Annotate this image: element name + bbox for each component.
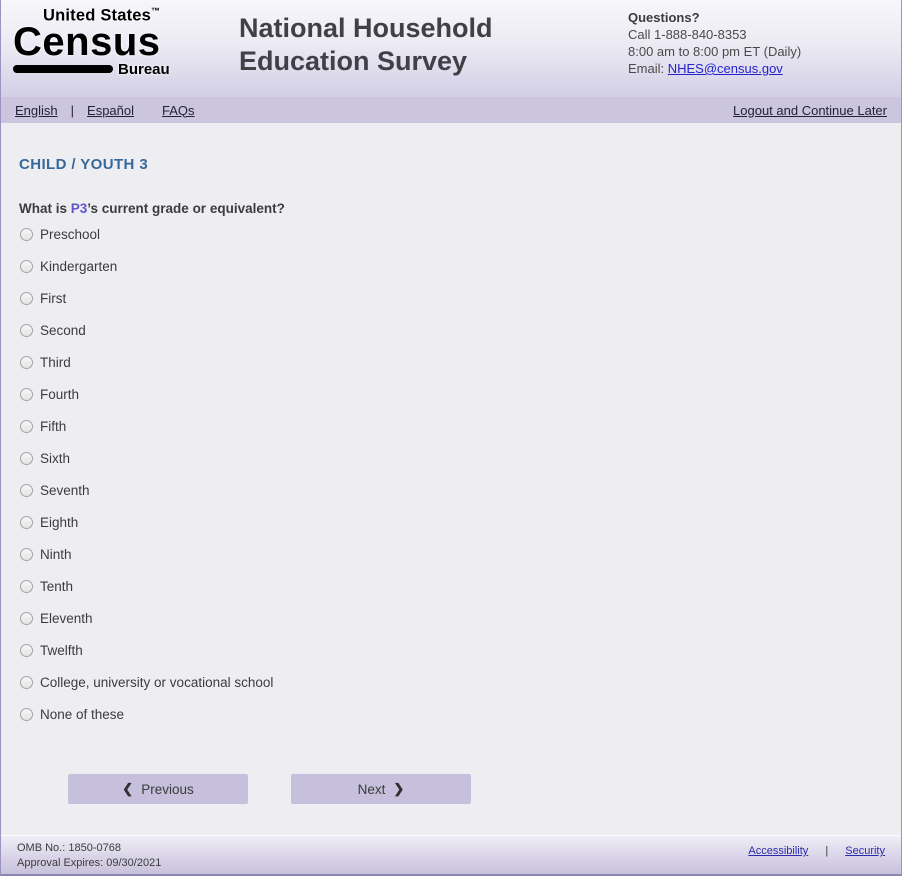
trademark-symbol: ™ xyxy=(151,6,161,16)
questions-contact-block: Questions? Call 1-888-840-8353 8:00 am t… xyxy=(628,9,801,77)
radio-button[interactable] xyxy=(20,451,33,465)
radio-button[interactable] xyxy=(20,675,33,689)
radio-button[interactable] xyxy=(20,515,33,529)
radio-label: College, university or vocational school xyxy=(40,674,274,690)
radio-option-twelfth[interactable]: Twelfth xyxy=(19,634,883,666)
radio-option-second[interactable]: Second xyxy=(19,314,883,346)
radio-label: Preschool xyxy=(40,226,101,242)
radio-label: Fifth xyxy=(40,418,67,434)
radio-option-third[interactable]: Third xyxy=(19,346,883,378)
omb-number: OMB No.: 1850-0768 xyxy=(17,842,121,854)
next-button[interactable]: Next ❯ xyxy=(291,774,471,804)
radio-option-eleventh[interactable]: Eleventh xyxy=(19,602,883,634)
radio-option-college[interactable]: College, university or vocational school xyxy=(19,666,883,698)
radio-option-sixth[interactable]: Sixth xyxy=(19,442,883,474)
radio-option-preschool[interactable]: Preschool xyxy=(19,218,883,250)
grade-options-list: Preschool Kindergarten First Second Thir… xyxy=(19,218,883,730)
approval-expires: Approval Expires: 09/30/2021 xyxy=(17,857,162,869)
radio-button[interactable] xyxy=(20,547,33,561)
questions-heading: Questions? xyxy=(628,10,700,25)
logo-bureau-text: Bureau xyxy=(118,60,170,78)
phone-hours: 8:00 am to 8:00 pm ET (Daily) xyxy=(628,44,802,59)
email-link[interactable]: NHES@census.gov xyxy=(667,61,783,76)
radio-option-fourth[interactable]: Fourth xyxy=(19,378,883,410)
radio-option-eighth[interactable]: Eighth xyxy=(19,506,883,538)
radio-button[interactable] xyxy=(20,323,33,337)
radio-label: Tenth xyxy=(40,578,74,594)
radio-option-none[interactable]: None of these xyxy=(19,698,883,730)
radio-option-first[interactable]: First xyxy=(19,282,883,314)
radio-option-fifth[interactable]: Fifth xyxy=(19,410,883,442)
logo-census-wordmark: Census xyxy=(13,19,161,64)
omb-block: OMB No.: 1850-0768 Approval Expires: 09/… xyxy=(17,841,161,874)
radio-option-ninth[interactable]: Ninth xyxy=(19,538,883,570)
chevron-left-icon: ❮ xyxy=(122,781,134,796)
question-suffix: ’s current grade or equivalent? xyxy=(87,201,285,216)
radio-label: Eighth xyxy=(40,514,79,530)
navigation-buttons: ❮ Previous Next ❯ xyxy=(68,774,883,804)
radio-button[interactable] xyxy=(20,227,33,241)
radio-button[interactable] xyxy=(20,643,33,657)
site-header: United States™ Census Bureau National Ho… xyxy=(1,0,901,97)
site-footer: OMB No.: 1850-0768 Approval Expires: 09/… xyxy=(1,835,901,874)
radio-option-kindergarten[interactable]: Kindergarten xyxy=(19,250,883,282)
radio-option-tenth[interactable]: Tenth xyxy=(19,570,883,602)
question-text: What is P3’s current grade or equivalent… xyxy=(19,201,883,216)
radio-label: Third xyxy=(40,354,71,370)
radio-label: Twelfth xyxy=(40,642,83,658)
logo-united-states: United States™ xyxy=(43,6,170,26)
previous-button-label: Previous xyxy=(141,781,194,797)
main-content: CHILD / YOUTH 3 What is P3’s current gra… xyxy=(1,123,901,835)
radio-button[interactable] xyxy=(20,579,33,593)
email-label: Email: xyxy=(628,61,668,76)
logout-link[interactable]: Logout and Continue Later xyxy=(733,102,887,118)
previous-button[interactable]: ❮ Previous xyxy=(68,774,248,804)
survey-title: National Household Education Survey xyxy=(239,13,493,76)
email-row: Email: NHES@census.gov xyxy=(628,60,801,77)
radio-label: Seventh xyxy=(40,482,90,498)
radio-label: None of these xyxy=(40,706,125,722)
radio-button[interactable] xyxy=(20,611,33,625)
logo-underline-bar xyxy=(13,65,113,73)
security-link[interactable]: Security xyxy=(845,845,885,857)
next-button-label: Next xyxy=(357,781,386,797)
nav-bar: English | Español FAQs Logout and Contin… xyxy=(1,97,901,123)
logo-bar-row: Bureau xyxy=(13,61,170,78)
nav-link-espanol[interactable]: Español xyxy=(87,102,135,118)
footer-links: Accessibility | Security xyxy=(748,841,885,874)
person-reference: P3 xyxy=(70,201,88,216)
radio-option-seventh[interactable]: Seventh xyxy=(19,474,883,506)
chevron-right-icon: ❯ xyxy=(393,781,405,796)
radio-label: Sixth xyxy=(40,450,71,466)
radio-label: Kindergarten xyxy=(40,258,118,274)
phone-number: Call 1-888-840-8353 xyxy=(628,27,747,42)
radio-button[interactable] xyxy=(20,259,33,273)
accessibility-link[interactable]: Accessibility xyxy=(748,845,809,857)
logo-united-states-text: United States xyxy=(43,6,152,25)
radio-button[interactable] xyxy=(20,291,33,305)
footer-separator: | xyxy=(825,845,829,857)
radio-label: Second xyxy=(40,322,86,338)
radio-label: Ninth xyxy=(40,546,72,562)
radio-label: First xyxy=(40,290,67,306)
section-title: CHILD / YOUTH 3 xyxy=(19,156,149,173)
nav-separator: | xyxy=(70,102,75,118)
radio-label: Fourth xyxy=(40,386,80,402)
radio-button[interactable] xyxy=(20,419,33,433)
census-bureau-logo: United States™ Census Bureau xyxy=(13,6,170,78)
radio-label: Eleventh xyxy=(40,610,93,626)
radio-button[interactable] xyxy=(20,707,33,721)
radio-button[interactable] xyxy=(20,387,33,401)
nav-link-faqs[interactable]: FAQs xyxy=(162,102,195,118)
question-prefix: What is xyxy=(19,201,71,216)
radio-button[interactable] xyxy=(20,483,33,497)
nav-link-english[interactable]: English xyxy=(15,102,58,118)
radio-button[interactable] xyxy=(20,355,33,369)
